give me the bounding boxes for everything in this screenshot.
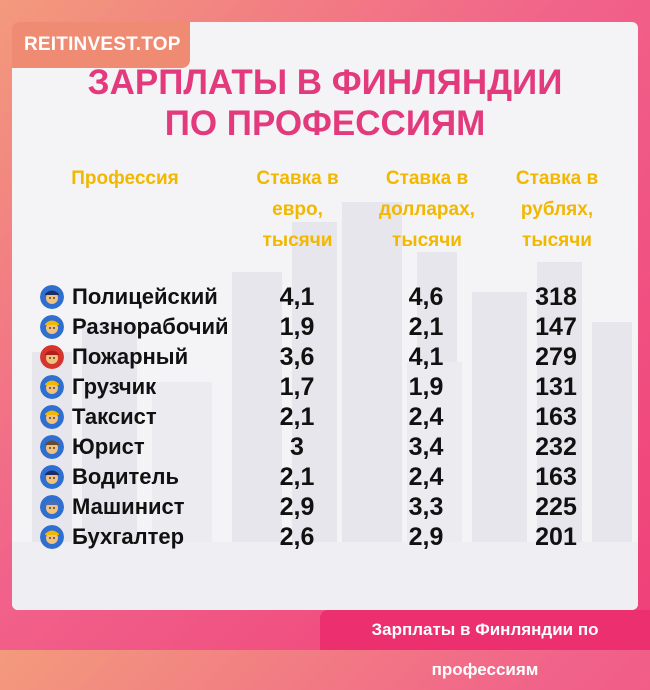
- salary-euro: 2,1: [279, 463, 315, 491]
- salary-euro: 2,6: [279, 523, 315, 551]
- profession-name: Грузчик: [72, 374, 157, 399]
- page-title: Зарплаты в Финляндии по профессиям: [12, 62, 638, 144]
- train-driver-icon: [40, 495, 64, 519]
- salary-euro: 4,1: [279, 283, 315, 311]
- salary-rub: 232: [535, 433, 577, 461]
- salary-usd: 2,9: [408, 523, 444, 551]
- profession-name: Полицейский: [72, 284, 218, 309]
- profession-name: Водитель: [72, 464, 180, 489]
- column-header-profession: Профессия: [71, 168, 179, 189]
- table-row: Полицейский 4,1 4,6 318: [0, 282, 650, 312]
- salary-euro: 1,9: [279, 313, 315, 341]
- firefighter-icon: [40, 345, 64, 369]
- salary-euro: 3: [290, 433, 304, 461]
- column-header-usd: Ставка в долларах, тысячи: [379, 168, 475, 251]
- profession-name: Машинист: [72, 494, 185, 519]
- accountant-icon: [40, 525, 64, 549]
- police-officer-icon: [40, 285, 64, 309]
- table-row: Юрист 3 3,4 232: [0, 432, 650, 462]
- lawyer-icon: [40, 435, 64, 459]
- footer-caption: Зарплаты в Финляндии по профессиям: [320, 610, 650, 679]
- infographic-card: REITINVEST.TOP: [12, 22, 638, 610]
- salary-usd: 1,9: [408, 373, 444, 401]
- salary-euro: 2,1: [279, 403, 315, 431]
- salary-rub: 279: [535, 343, 577, 371]
- salary-euro: 3,6: [279, 343, 315, 371]
- profession-name: Таксист: [72, 404, 157, 429]
- table-row: Грузчик 1,7 1,9 131: [0, 372, 650, 402]
- column-header-rub: Ставка в рублях, тысячи: [515, 168, 599, 251]
- salary-rub: 163: [535, 403, 577, 431]
- title-line-1: Зарплаты в Финляндии: [87, 63, 563, 102]
- table-row: Машинист 2,9 3,3 225: [0, 492, 650, 522]
- profession-name: Разнорабочий: [72, 314, 229, 339]
- salary-usd: 2,1: [408, 313, 444, 341]
- table-row: Разнорабочий 1,9 2,1 147: [0, 312, 650, 342]
- taxi-driver-icon: [40, 405, 64, 429]
- profession-name: Юрист: [72, 434, 145, 459]
- salary-rub: 318: [535, 283, 577, 311]
- salary-rub: 147: [535, 313, 577, 341]
- salary-rub: 163: [535, 463, 577, 491]
- loader-icon: [40, 375, 64, 399]
- salary-usd: 4,1: [408, 343, 444, 371]
- salary-usd: 3,3: [408, 493, 444, 521]
- salary-usd: 2,4: [408, 403, 444, 431]
- profession-name: Пожарный: [72, 344, 189, 369]
- table-row: Таксист 2,1 2,4 163: [0, 402, 650, 432]
- salary-usd: 3,4: [408, 433, 444, 461]
- salary-rub: 225: [535, 493, 577, 521]
- salary-euro: 1,7: [279, 373, 315, 401]
- column-header-euro: Ставка в евро, тысячи: [256, 168, 339, 251]
- salary-rub: 201: [535, 523, 577, 551]
- worker-icon: [40, 315, 64, 339]
- table-row: Пожарный 3,6 4,1 279: [0, 342, 650, 372]
- city-skyline-background: [12, 202, 638, 610]
- title-line-2: по профессиям: [164, 104, 486, 143]
- driver-icon: [40, 465, 64, 489]
- site-brand-label: REITINVEST.TOP: [12, 22, 190, 68]
- profession-name: Бухгалтер: [72, 524, 185, 549]
- salary-usd: 2,4: [408, 463, 444, 491]
- salary-euro: 2,9: [279, 493, 315, 521]
- salary-usd: 4,6: [408, 283, 444, 311]
- table-row: Бухгалтер 2,6 2,9 201: [0, 522, 650, 552]
- table-row: Водитель 2,1 2,4 163: [0, 462, 650, 492]
- salary-rub: 131: [535, 373, 577, 401]
